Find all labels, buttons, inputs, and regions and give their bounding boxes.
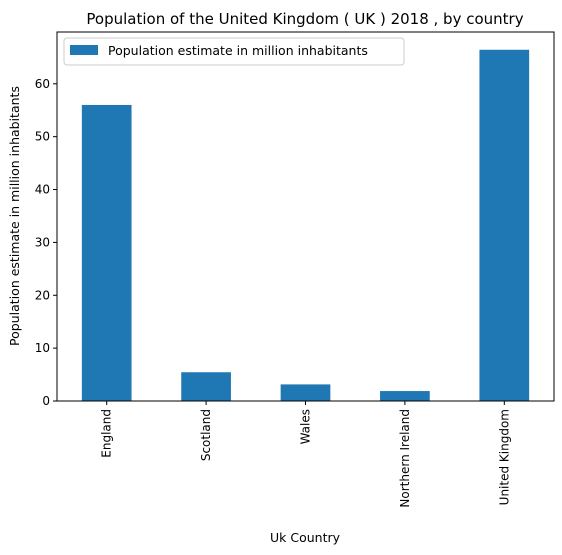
y-axis-title: Population estimate in million inhabitan…: [7, 86, 22, 346]
x-axis: England Scotland Wales Northern Ireland Unit…: [100, 401, 511, 508]
x-tick-label: United Kingdom: [497, 409, 511, 505]
legend: Population estimate in million inhabitan…: [63, 37, 405, 66]
y-tick-label: 50: [35, 130, 50, 144]
chart-title: Population of the United Kingdom ( UK ) …: [86, 10, 523, 28]
y-tick-label: 40: [35, 183, 50, 197]
y-tick-label: 20: [35, 288, 50, 302]
bar-scotland: [181, 372, 231, 401]
x-axis-title: Uk Country: [270, 530, 341, 545]
bar-northern-ireland: [380, 391, 430, 401]
legend-swatch: [70, 45, 98, 55]
bar-wales: [280, 384, 331, 401]
plot-frame: [56, 31, 555, 402]
x-tick-label: Scotland: [199, 409, 213, 461]
x-tick-label: Northern Ireland: [398, 409, 412, 508]
y-tick-label: 30: [35, 235, 50, 249]
legend-frame: [63, 37, 405, 66]
bar-united-kingdom: [479, 49, 530, 401]
bar-england: [81, 104, 132, 401]
y-tick-label: 0: [42, 394, 50, 408]
x-tick-label: Wales: [299, 409, 313, 444]
x-tick-label: England: [100, 409, 114, 458]
y-tick-label: 10: [35, 341, 50, 355]
y-tick-label: 60: [35, 77, 50, 91]
bars-group: [81, 49, 530, 401]
y-axis: 0 10 20 30 40 50 60: [35, 77, 57, 408]
legend-label: Population estimate in million inhabitan…: [108, 43, 368, 58]
